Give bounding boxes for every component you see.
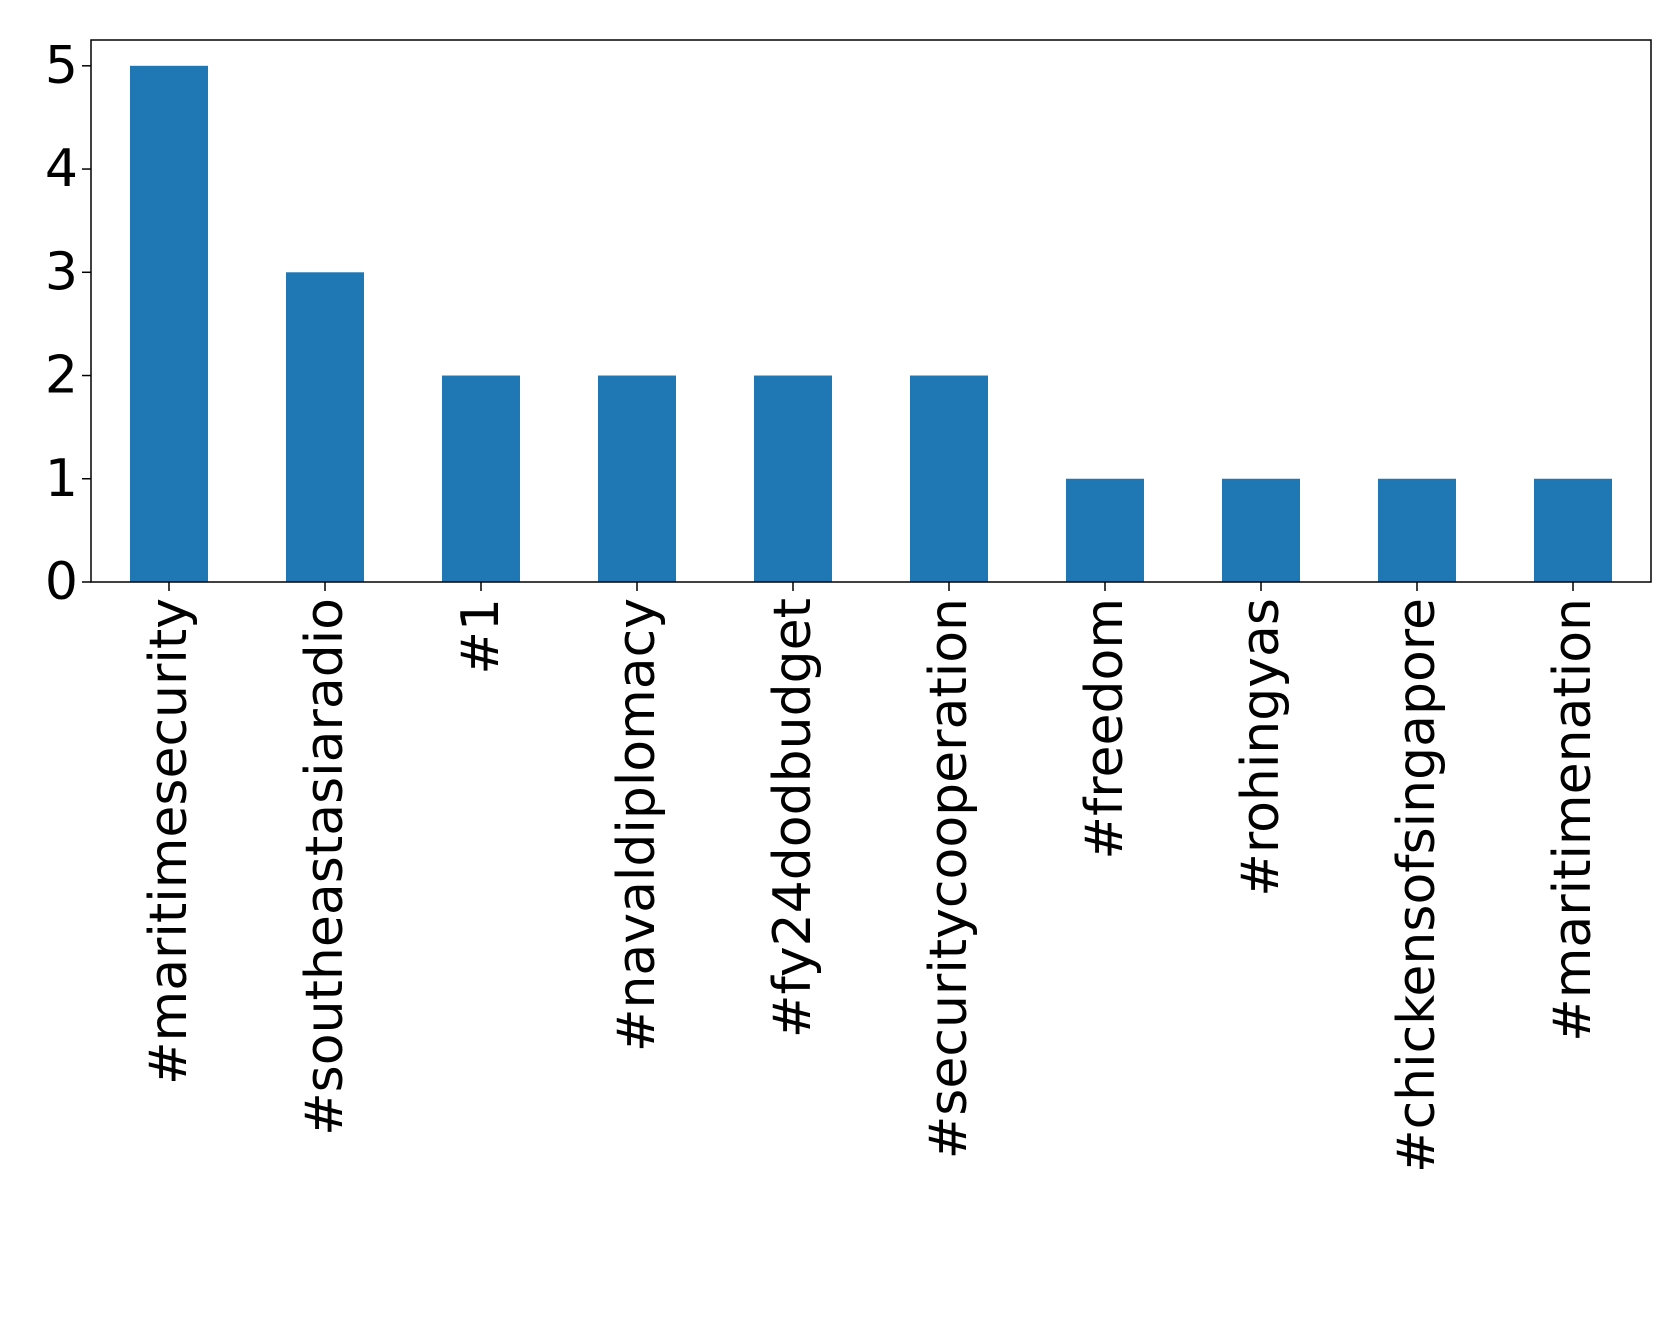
y-tick-label: 0 [45,552,78,612]
bar-rohingyas [1222,478,1300,582]
x-tick-label: #navaldiplomacy [607,598,667,1052]
x-tick-label: #1 [451,598,511,675]
bar-maritimesecurity [130,65,208,583]
x-tick-label: #chickensofsingapore [1387,598,1447,1173]
x-tick-label: #securitycooperation [919,598,979,1159]
x-tick-label: #maritimesecurity [139,598,199,1085]
bars-layer [130,65,1612,583]
bar-southeastasiaradio [286,272,364,582]
y-tick-label: 1 [45,449,78,509]
y-axis-ticks: 0 1 2 3 4 5 [45,36,91,612]
bar-fy24dodbudget [754,375,832,582]
x-tick-label: #rohingyas [1231,598,1291,897]
bar-securitycooperation [910,375,988,582]
x-axis-ticks: #maritimesecurity #southeastasiaradio #1 #n… [139,582,1603,1173]
bar-1 [442,375,520,582]
x-tick-label: #fy24dodbudget [763,598,823,1038]
x-tick-label: #maritimenation [1543,598,1603,1042]
y-tick-label: 4 [45,139,78,199]
plot-frame [90,39,1652,583]
x-tick-label: #freedom [1075,598,1135,860]
y-tick-label: 3 [45,242,78,302]
bar-freedom [1066,478,1144,582]
x-tick-label: #southeastasiaradio [295,598,355,1136]
y-tick-label: 2 [45,346,78,406]
bar-chickensofsingapore [1378,478,1456,582]
bar-maritimenation [1534,478,1612,582]
y-tick-label: 5 [45,36,78,96]
bar-navaldiplomacy [598,375,676,582]
